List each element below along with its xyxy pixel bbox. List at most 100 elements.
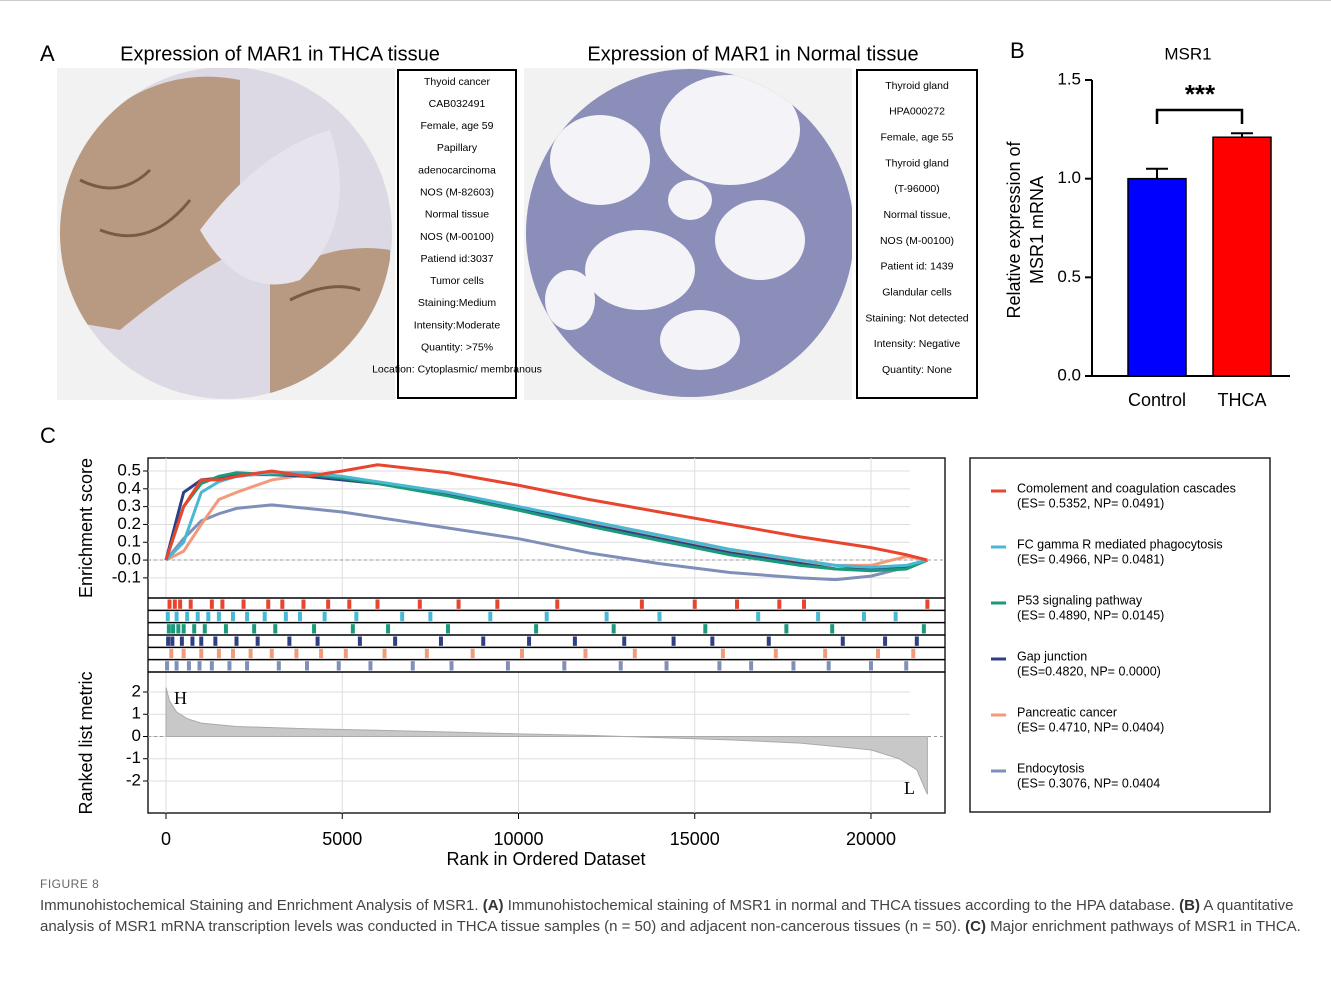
es-line [164,503,928,582]
caption-item: Major enrichment pathways of MSR1 in THC… [990,918,1301,935]
es-line [164,471,928,569]
hit-mark [181,648,186,659]
legend-label: Gap junction [1017,649,1087,663]
hit-mark [241,599,246,609]
hit-mark [883,636,888,646]
hit-mark [197,661,202,671]
info-line: Thyroid gland [885,80,949,92]
hit-mark [766,636,771,646]
y2-tick-label: 2 [132,682,141,701]
info-line: Papillary [437,142,478,154]
hit-mark [230,611,235,622]
legend-label: Pancreatic cancer [1017,705,1117,719]
hit-mark [262,611,267,622]
hit-mark [823,648,828,659]
hit-mark [424,648,429,659]
hit-mark [227,661,232,671]
hit-mark [639,599,644,609]
info-box [397,69,517,399]
legend-stats: (ES= 0.5352, NP= 0.0491) [1017,496,1164,510]
info-line: Staining:Medium [418,297,496,309]
hit-mark [904,661,909,671]
x-tick-label: 15000 [670,829,720,849]
significance-bracket [1155,108,1244,124]
hit-mark [470,648,475,659]
hit-mark [703,624,708,634]
hit-mark [544,611,549,622]
error-bar [1146,167,1168,179]
legend-label: Comolement and coagulation cascades [1017,481,1236,495]
hit-mark [816,611,821,622]
hit-mark [273,624,278,634]
hit-mark [209,661,214,671]
hit-mark [400,611,405,622]
y-tick-label: 0.4 [117,478,141,497]
hit-mark [826,661,831,671]
hit-mark [170,636,175,646]
tissue-image [526,69,852,397]
y2-tick-label: -1 [126,748,141,767]
info-line: Quantity: None [882,364,952,376]
hit-mark [784,624,789,634]
hit-mark [220,599,225,609]
hit-mark [354,611,359,622]
hit-mark [305,661,310,671]
info-line: Thyoid cancer [424,76,490,88]
x-tick-label: 10000 [493,829,543,849]
info-line: adenocarcinoma [418,164,496,176]
hit-mark [181,624,186,634]
caption-text: Immunohistochemical Staining and Enrichm… [40,895,1302,937]
hit-mark [840,636,845,646]
hit-mark [382,648,387,659]
x-tick-label: THCA [1218,390,1267,410]
hit-mark [167,599,172,609]
caption-title: Immunohistochemical Staining and Enrichm… [40,897,479,914]
x-axis-label: Rank in Ordered Dataset [446,849,645,869]
hit-mark [287,636,292,646]
x-tick-label: 5000 [322,829,362,849]
hit-mark [671,636,676,646]
hit-mark [375,599,380,609]
hit-mark [294,648,299,659]
caption-label: (C) [965,918,986,935]
hit-mark [206,611,211,622]
legend-box [969,457,1271,813]
hit-mark [280,599,285,609]
hit-mark [248,648,253,659]
hit-mark [481,636,486,646]
hit-mark [562,661,567,671]
hit-mark [357,636,362,646]
hit-mark [527,636,532,646]
info-box [856,69,978,399]
hit-mark [245,611,250,622]
bar [1127,177,1187,377]
hit-mark [166,624,171,634]
info-line: Thyroid gland [885,157,949,169]
hit-mark [622,636,627,646]
y-axis-label: MSR1 mRNA [1027,176,1047,284]
caption-label: (B) [1179,897,1200,914]
hit-mark [720,648,725,659]
hit-mark [520,648,525,659]
legend-label: FC gamma R mediated phagocytosis [1017,537,1223,551]
caption: FIGURE 8 Immunohistochemical Staining an… [40,874,1302,937]
y-tick-label: 0.0 [1057,365,1081,384]
error-bar [1231,132,1253,138]
hit-mark [830,624,835,634]
hit-mark [893,611,898,622]
bar [1212,136,1272,377]
hit-mark [914,636,919,646]
hit-mark [188,599,193,609]
hit-mark [495,599,500,609]
hit-mark [165,661,170,671]
hit-mark [756,611,761,622]
hit-mark [717,661,722,671]
hit-mark [223,624,228,634]
significance-label: *** [1185,79,1216,109]
y-tick-label: 0.3 [117,496,141,515]
hit-mark [456,599,461,609]
hit-mark [190,636,195,646]
hit-mark [199,648,204,659]
y-axis-label: Relative expression of [1004,140,1024,318]
hit-mark [417,599,422,609]
